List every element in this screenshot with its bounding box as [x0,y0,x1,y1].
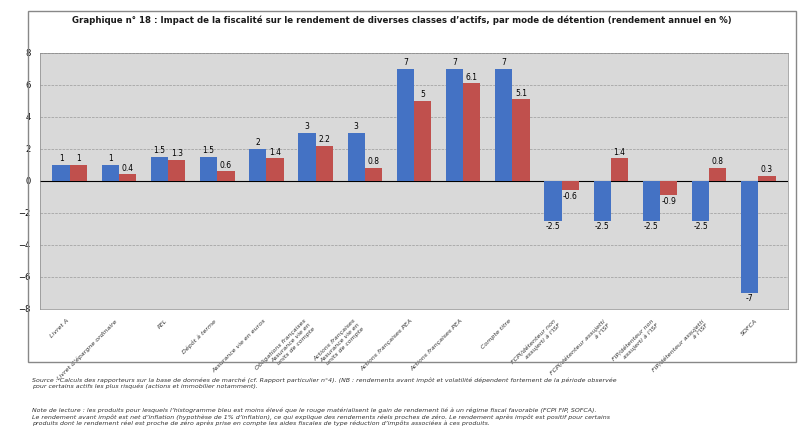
Text: -2.5: -2.5 [594,222,609,232]
Bar [70,165,87,181]
Bar [414,101,430,181]
Bar [659,181,676,195]
Text: 1: 1 [108,154,112,163]
Bar [298,133,316,181]
Bar [593,181,610,221]
Text: 0.4: 0.4 [121,164,133,173]
Text: 1: 1 [59,154,63,163]
Bar [446,69,463,181]
Bar [757,176,775,181]
Text: 3: 3 [304,122,309,131]
Bar [347,133,365,181]
Text: 2: 2 [255,138,260,147]
Text: 1.3: 1.3 [170,149,182,158]
Bar [708,168,726,181]
Text: 1.5: 1.5 [153,146,165,155]
Bar [397,69,414,181]
Bar [119,175,136,181]
Text: 0.8: 0.8 [711,157,723,166]
Bar [101,165,119,181]
Text: 1.5: 1.5 [202,146,214,155]
Bar [495,69,512,181]
Bar [544,181,561,221]
Text: 1.4: 1.4 [613,148,625,157]
Text: 5.1: 5.1 [515,89,527,98]
Text: -2.5: -2.5 [692,222,707,232]
Text: 7: 7 [501,58,506,67]
Bar [642,181,659,221]
Bar [463,83,480,181]
Text: 6.1: 6.1 [465,73,477,82]
Text: -7: -7 [745,294,752,303]
Text: -2.5: -2.5 [545,222,560,232]
Text: -0.9: -0.9 [660,197,675,206]
Bar [168,160,185,181]
Text: 0.3: 0.3 [760,165,772,175]
Text: 2.2: 2.2 [318,135,330,144]
Text: Source : Calculs des rapporteurs sur la base de données de marché (cf. Rapport p: Source : Calculs des rapporteurs sur la … [32,377,616,389]
Bar [512,99,529,181]
Bar [691,181,708,221]
Text: 7: 7 [451,58,457,67]
Bar [740,181,757,293]
Text: 1: 1 [75,154,80,163]
Bar [561,181,578,191]
Bar [52,165,70,181]
Text: -2.5: -2.5 [643,222,658,232]
Text: Note de lecture : les produits pour lesquels l’histogramme bleu est moins élevé : Note de lecture : les produits pour lesq… [32,408,609,426]
Text: 0.6: 0.6 [219,161,232,170]
Bar [316,146,332,181]
Text: 1.4: 1.4 [269,148,281,157]
Text: 3: 3 [353,122,358,131]
Bar [200,157,217,181]
Text: 5: 5 [420,90,425,99]
Bar [365,168,381,181]
Bar [249,149,266,181]
Bar [266,158,283,181]
Text: 0.8: 0.8 [367,157,379,166]
Bar [151,157,168,181]
Bar [217,171,234,181]
Text: Graphique n° 18 : Impact de la fiscalité sur le rendement de diverses classes d’: Graphique n° 18 : Impact de la fiscalité… [72,15,731,25]
Bar [610,158,627,181]
Text: 7: 7 [402,58,407,67]
Text: -0.6: -0.6 [562,192,577,201]
